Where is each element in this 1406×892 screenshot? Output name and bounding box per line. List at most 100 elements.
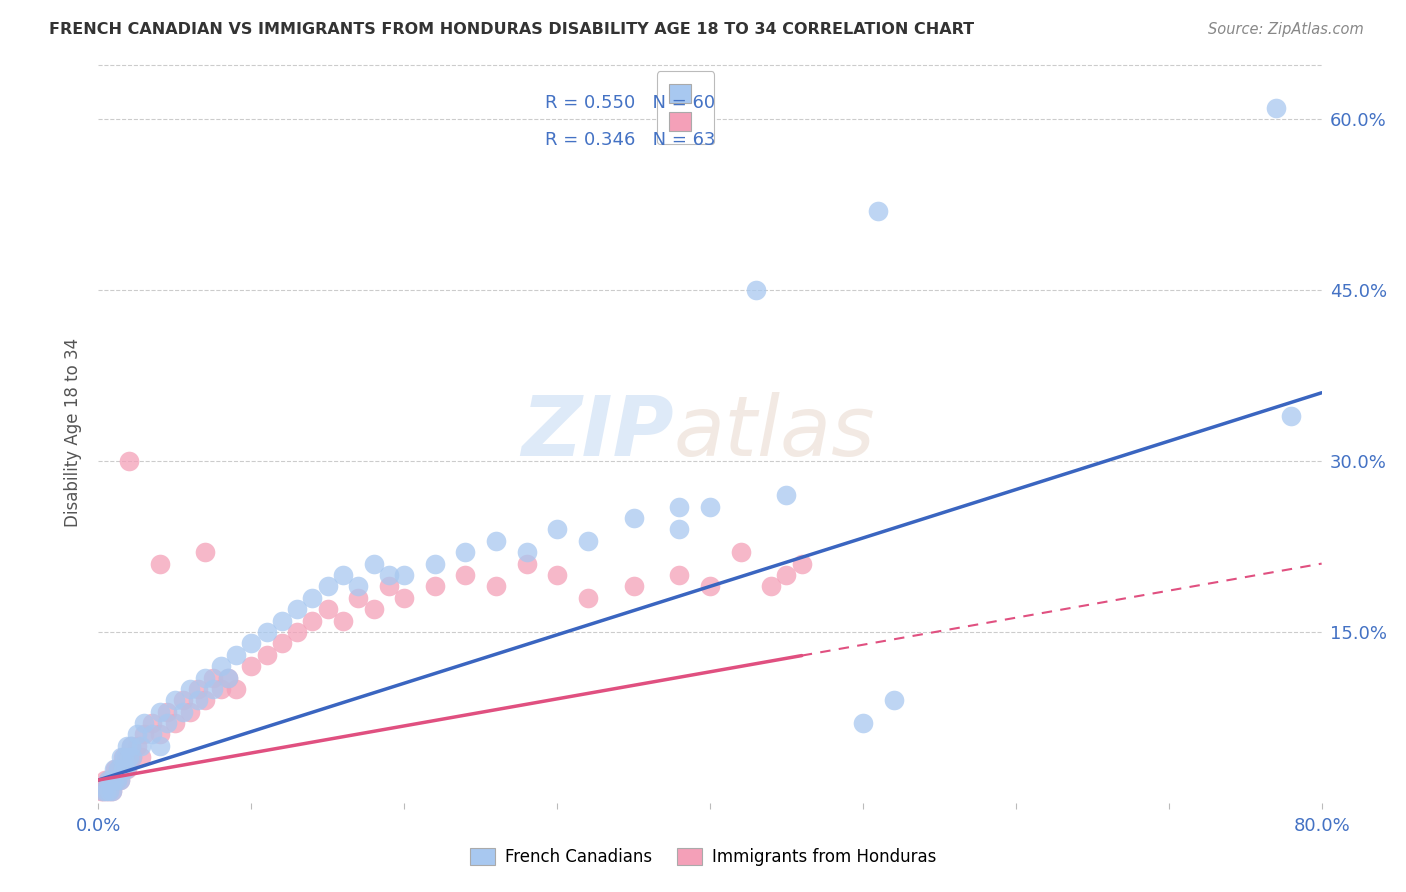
Point <box>107 762 129 776</box>
Point <box>103 772 125 787</box>
Point <box>209 659 232 673</box>
Point <box>107 762 129 776</box>
Point <box>141 716 163 731</box>
Point <box>179 681 201 696</box>
Point <box>129 739 152 753</box>
Point <box>485 533 508 548</box>
Point <box>516 545 538 559</box>
Point <box>117 762 139 776</box>
Point <box>316 579 339 593</box>
Point <box>347 591 370 605</box>
Text: Source: ZipAtlas.com: Source: ZipAtlas.com <box>1208 22 1364 37</box>
Point <box>141 727 163 741</box>
Point <box>668 523 690 537</box>
Point <box>202 671 225 685</box>
Point <box>868 203 890 218</box>
Point <box>117 739 139 753</box>
Point <box>120 739 142 753</box>
Point <box>194 693 217 707</box>
Point <box>668 500 690 514</box>
Point <box>118 750 141 764</box>
Text: ZIP: ZIP <box>520 392 673 473</box>
Point <box>1264 101 1286 115</box>
Point <box>745 283 768 297</box>
Point <box>118 454 141 468</box>
Point <box>125 739 148 753</box>
Point <box>270 636 292 650</box>
Point <box>883 693 905 707</box>
Point <box>134 727 156 741</box>
Text: atlas: atlas <box>673 392 875 473</box>
Legend: , : , <box>657 71 714 145</box>
Point <box>546 523 568 537</box>
Point <box>392 568 416 582</box>
Point <box>94 784 117 798</box>
Point <box>256 648 278 662</box>
Point <box>790 557 813 571</box>
Point <box>485 579 508 593</box>
Point <box>105 772 128 787</box>
Point <box>105 772 128 787</box>
Point <box>454 568 477 582</box>
Point <box>225 648 247 662</box>
Point <box>149 557 172 571</box>
Y-axis label: Disability Age 18 to 34: Disability Age 18 to 34 <box>65 338 83 527</box>
Point <box>1279 409 1302 423</box>
Point <box>163 693 186 707</box>
Point <box>172 705 194 719</box>
Point <box>156 705 179 719</box>
Point <box>546 568 568 582</box>
Point <box>118 750 141 764</box>
Point <box>623 579 645 593</box>
Point <box>347 579 370 593</box>
Point <box>100 772 122 787</box>
Point <box>98 784 121 798</box>
Text: FRENCH CANADIAN VS IMMIGRANTS FROM HONDURAS DISABILITY AGE 18 TO 34 CORRELATION : FRENCH CANADIAN VS IMMIGRANTS FROM HONDU… <box>49 22 974 37</box>
Point <box>163 716 186 731</box>
Point <box>149 739 172 753</box>
Point <box>256 624 278 639</box>
Legend: French Canadians, Immigrants from Honduras: French Canadians, Immigrants from Hondur… <box>461 840 945 875</box>
Point <box>187 681 209 696</box>
Point <box>115 762 138 776</box>
Point <box>454 545 477 559</box>
Point <box>91 784 114 798</box>
Point <box>378 568 401 582</box>
Point <box>423 579 446 593</box>
Point <box>112 762 135 776</box>
Point <box>209 681 232 696</box>
Point <box>775 488 797 502</box>
Point <box>623 511 645 525</box>
Point <box>202 681 225 696</box>
Point <box>378 579 401 593</box>
Point <box>108 772 131 787</box>
Point <box>172 693 194 707</box>
Point <box>363 557 385 571</box>
Text: R = 0.550   N = 60: R = 0.550 N = 60 <box>546 95 716 112</box>
Point <box>576 591 599 605</box>
Point <box>120 739 142 753</box>
Point <box>111 762 134 776</box>
Point <box>112 750 135 764</box>
Point <box>852 716 875 731</box>
Point <box>110 762 132 776</box>
Point <box>129 750 152 764</box>
Point <box>332 614 354 628</box>
Point <box>149 727 172 741</box>
Point <box>392 591 416 605</box>
Point <box>194 545 217 559</box>
Point <box>91 784 114 798</box>
Point <box>134 716 156 731</box>
Point <box>240 636 263 650</box>
Point <box>332 568 354 582</box>
Point <box>730 545 752 559</box>
Point <box>668 568 690 582</box>
Point <box>103 772 125 787</box>
Point <box>423 557 446 571</box>
Point <box>775 568 797 582</box>
Point <box>115 750 138 764</box>
Point <box>149 705 172 719</box>
Point <box>94 784 117 798</box>
Point <box>194 671 217 685</box>
Point <box>93 772 115 787</box>
